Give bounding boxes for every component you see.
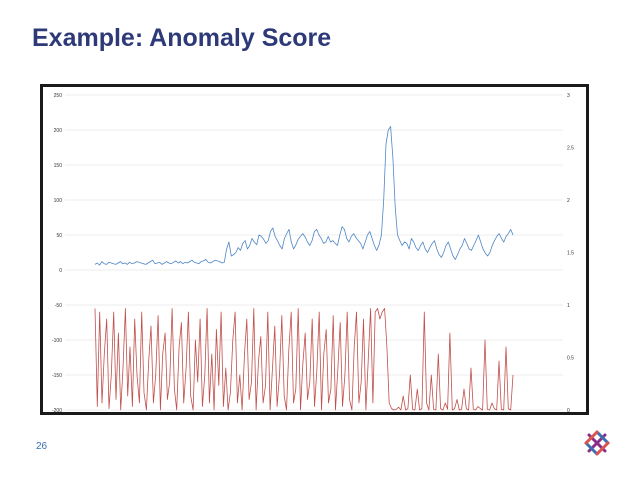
y-left-tick-label: 0 — [59, 268, 62, 274]
y-left-tick-label: -200 — [52, 408, 62, 412]
y-right-tick-label: 1 — [567, 303, 570, 309]
y-left-tick-label: 50 — [56, 233, 62, 239]
series-line-1 — [94, 126, 514, 266]
y-left-tick-label: -50 — [55, 303, 62, 309]
y-left-tick-label: 150 — [54, 163, 63, 169]
y-right-tick-label: 2 — [567, 198, 570, 204]
y-left-tick-label: 100 — [54, 198, 63, 204]
y-right-tick-label: 3 — [567, 93, 570, 99]
y-right-tick-label: 2.5 — [567, 146, 574, 152]
y-left-tick-label: 200 — [54, 128, 63, 134]
y-right-tick-label: 0 — [567, 408, 570, 412]
y-right-tick-label: 0.5 — [567, 356, 574, 362]
y-left-tick-label: 250 — [54, 93, 63, 99]
page-number: 26 — [36, 441, 48, 452]
y-left-tick-label: -100 — [52, 338, 62, 344]
chart-canvas: 250 200 150 100 50 0 -50 -100 -150 -200 3 2.5 2 1.5 1 0… — [52, 93, 574, 412]
slide-title: Example: Anomaly Score — [32, 24, 332, 52]
y-left-tick-label: -150 — [52, 373, 62, 379]
series-line-2 — [94, 308, 514, 411]
lattice-logo-icon — [584, 430, 610, 456]
y-right-tick-label: 1.5 — [567, 251, 574, 257]
anomaly-score-chart: 250 200 150 100 50 0 -50 -100 -150 -200 3 2.5 2 1.5 1 0… — [40, 84, 589, 415]
